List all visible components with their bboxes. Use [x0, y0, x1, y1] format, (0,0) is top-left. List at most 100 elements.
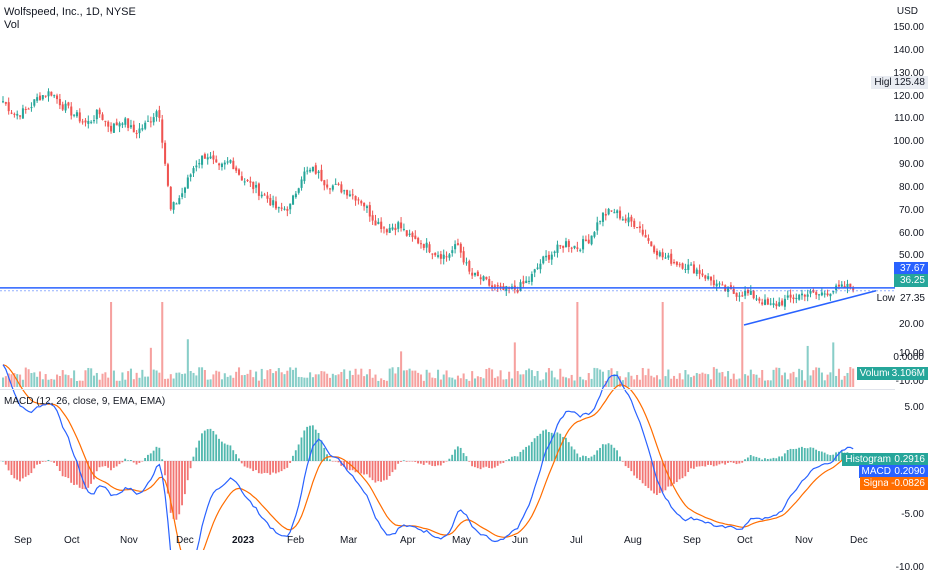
candle-body [351, 194, 354, 196]
volume-bar [181, 373, 184, 387]
histogram-bar [274, 461, 277, 474]
candle-body [346, 189, 349, 196]
candle-body [414, 235, 417, 239]
candle-body [786, 295, 789, 298]
volume-bar [800, 370, 804, 387]
histogram-bar [13, 461, 16, 479]
macd-legend[interactable]: MACD (12, 26, close, 9, EMA, EMA) [4, 396, 166, 407]
histogram-bar [360, 461, 363, 474]
volume-bar [655, 375, 659, 387]
panel-separator[interactable] [0, 389, 895, 390]
volume-bar [297, 376, 300, 387]
histogram-bar [798, 447, 800, 461]
volume-bar [36, 376, 39, 387]
candle-body [778, 302, 781, 307]
symbol-legend[interactable]: Wolfspeed, Inc., 1D, NYSE [4, 6, 136, 18]
volume-bar [732, 373, 735, 387]
volume-bar [547, 368, 550, 387]
candle-body [570, 247, 573, 249]
histogram-bar [81, 461, 84, 489]
candle-body [795, 297, 798, 299]
histogram-bar [437, 461, 439, 466]
histogram-bar [317, 432, 320, 461]
histogram-bar [525, 446, 528, 461]
candle-body [616, 210, 619, 214]
candle-body [309, 169, 312, 172]
chart-canvas[interactable] [0, 0, 932, 550]
volume-bar [775, 367, 778, 387]
candle-body [437, 255, 440, 257]
volume-bar [735, 379, 738, 387]
price-candles [2, 88, 855, 310]
volume-bar [13, 373, 16, 387]
volume-bar [260, 368, 263, 387]
volume-bar [559, 368, 562, 387]
histogram-bar [687, 461, 690, 473]
currency-label[interactable]: USD [896, 6, 918, 17]
histogram-bar [394, 461, 397, 470]
histogram-bar [58, 461, 61, 472]
candle-body [755, 298, 758, 300]
price-tick-label: 80.00 [898, 181, 924, 193]
volume-legend[interactable]: Vol [4, 19, 20, 31]
candle-body [161, 119, 164, 143]
volume-bar [81, 380, 84, 387]
high-label: High [871, 76, 898, 89]
histogram-bar [803, 448, 806, 461]
candle-body [471, 272, 474, 276]
histogram-bar [479, 461, 482, 470]
candle-body [87, 120, 90, 124]
volume-bar [587, 373, 590, 387]
volume-bar [835, 375, 838, 387]
volume-bar [456, 375, 459, 387]
volume-bar [269, 369, 272, 387]
histogram-bar [64, 461, 67, 477]
candle-body [593, 232, 596, 237]
candle-body [781, 300, 784, 306]
volume-bar [78, 380, 81, 387]
histogram-bar [553, 433, 556, 461]
histogram-bar [198, 440, 201, 461]
histogram-bar [388, 461, 391, 476]
candle-body [818, 294, 821, 296]
histogram-bar [701, 461, 704, 467]
histogram-bar [752, 456, 755, 461]
volume-bar [112, 370, 115, 387]
histogram-bar [564, 437, 567, 461]
volume-bar [704, 373, 707, 387]
candle-body [522, 281, 525, 284]
time-tick-label: Oct [737, 535, 753, 546]
candle-body [266, 195, 269, 199]
volume-bar [707, 374, 710, 387]
volume-bar [240, 375, 243, 387]
volume-bar [692, 375, 695, 387]
candle-body [428, 244, 431, 253]
candle-body [667, 255, 670, 258]
candle-body [195, 165, 198, 168]
candle-body [525, 280, 528, 284]
volume-bar [630, 375, 633, 387]
volume-bar [522, 374, 525, 387]
volume-bar [198, 367, 201, 387]
volume-bar [161, 302, 164, 387]
histogram-bar [508, 459, 510, 461]
volume-bar [778, 367, 781, 387]
histogram-bar [488, 461, 491, 469]
histogram-bar [246, 461, 249, 468]
candle-body [306, 170, 309, 172]
candle-body [380, 221, 383, 230]
histogram-bar [624, 461, 627, 467]
candle-body [800, 293, 804, 296]
time-tick-label: Nov [795, 535, 813, 546]
histogram-bar [482, 461, 485, 468]
candle-body [439, 254, 442, 259]
candle-body [721, 284, 724, 286]
histogram-bar [257, 461, 260, 474]
histogram-bar [377, 461, 380, 482]
volume-bar [391, 367, 394, 387]
histogram-bar [715, 461, 718, 466]
time-tick-label: Nov [120, 535, 138, 546]
candle-body [124, 118, 127, 125]
histogram-bar [346, 461, 348, 470]
volume-bar [303, 377, 306, 387]
